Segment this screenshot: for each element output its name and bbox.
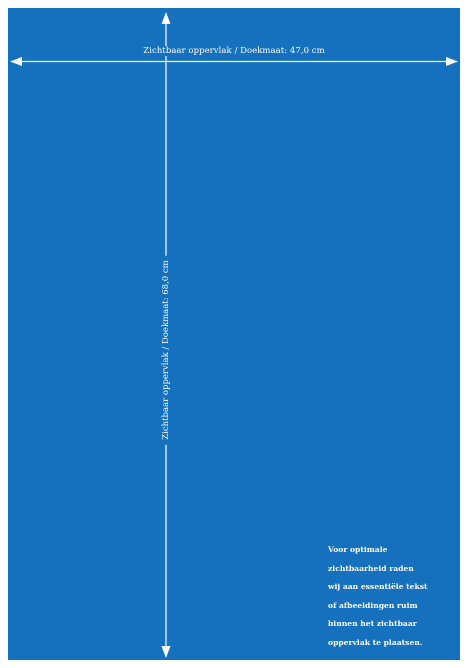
placement-advice-note: Voor optimale zichtbaarheid raden wij aa…	[328, 541, 458, 653]
width-dimension-label: Zichtbaar oppervlak / Doekmaat: 47,0 cm	[8, 46, 460, 56]
visible-area-canvas: Zichtbaar oppervlak / Doekmaat: 47,0 cm …	[8, 8, 460, 660]
arrow-right-icon	[446, 57, 458, 66]
note-line: binnen het zichtbaar	[328, 619, 417, 629]
note-line: zichtbaarheid raden	[328, 563, 414, 573]
note-line: Voor optimale	[328, 545, 388, 554]
height-dimension-label: Zichtbaar oppervlak / Doekmaat: 68,0 cm	[161, 255, 171, 445]
arrow-left-icon	[10, 57, 22, 66]
height-dimension-text: Zichtbaar oppervlak / Doekmaat: 68,0 cm	[161, 255, 171, 445]
note-line: wij aan essentiële tekst	[328, 582, 428, 592]
note-line: oppervlak te plaatsen.	[328, 637, 423, 647]
arrow-down-icon	[161, 646, 171, 658]
width-dimension-text: Zichtbaar oppervlak / Doekmaat: 47,0 cm	[138, 46, 330, 56]
arrow-up-icon	[161, 12, 171, 24]
note-line: of afbeeldingen ruim	[328, 600, 418, 610]
